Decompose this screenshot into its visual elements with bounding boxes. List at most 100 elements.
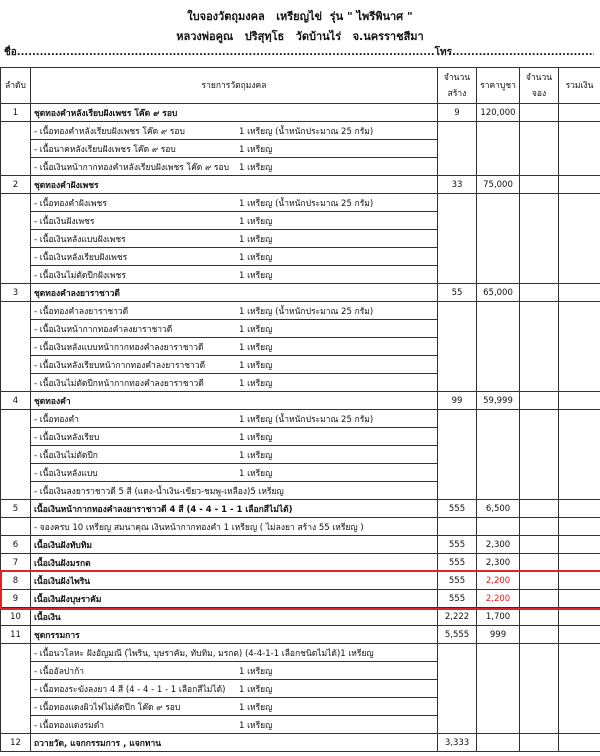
sub-item-amount: 1 เหรียญ <box>239 666 273 677</box>
sub-item: - เนื้อเงินหลังแบบ 1 เหรียญ <box>30 463 438 482</box>
sub-item-text: - เนื้อเงินหลังแบบหน้ากากทองคำลงยาราชาวด… <box>34 342 204 353</box>
item-name: เนื้อเงินฝังไพริน <box>30 571 438 590</box>
reserve-cell <box>519 643 559 734</box>
sub-item-amount: 1 เหรียญ <box>239 162 273 173</box>
sub-item-text: - เนื้ออัลปาก้า <box>34 666 84 677</box>
sub-item: - เนื้อทองคำ 1 เหรียญ (น้ำหนักประมาณ 25 ก… <box>30 409 438 428</box>
sub-item-text: - เนื้อเงินหน้ากากทองคำหลังเรียบฝังเพชร … <box>34 162 229 173</box>
row: 10 เนื้อเงิน 2,222 1,700 <box>0 607 600 626</box>
blank-cell <box>0 643 31 734</box>
sub-item-text: - เนื้อทองคำฝังเพชร <box>34 198 107 209</box>
header-row: ลำดับ รายการวัตถุมงคล จำนวนสร้าง ราคาบูชา จำ… <box>0 67 600 104</box>
reserve-cell <box>519 589 559 608</box>
column-header: จำนวนสร้าง <box>437 67 477 104</box>
quantity: 5,555 <box>437 625 477 644</box>
sub-item-text: - เนื้อเงินหน้ากากทองคำลงยาราชาวดี <box>34 324 173 335</box>
sub-item: - เนื้อเงินหลังแบบหน้ากากทองคำลงยาราชาวด… <box>30 337 438 356</box>
item-name: เนื้อเงินหน้ากากทองคำลงยาราชาวดี 4 สี (4… <box>30 499 438 518</box>
sub-item-text: - เนื้อนาคหลังเรียบฝังเพชร โค๊ด ๙ รอบ <box>34 144 176 155</box>
row-number: 4 <box>0 391 31 410</box>
sub-item: - เนื้อเงินไม่ตัดปีกฝังเพชร 1 เหรียญ <box>30 265 438 284</box>
sub-item-text: - เนื้อเงินลงยาราชาวดี 5 สี (แดง-น้ำเงิน… <box>34 486 251 497</box>
row-number: 12 <box>0 733 31 752</box>
total-cell <box>558 607 600 626</box>
sub-item: - เนื้อเงินลงยาราชาวดี 5 สี (แดง-น้ำเงิน… <box>30 481 438 500</box>
item-name: ชุดทองคำฝังเพชร <box>30 175 438 194</box>
sub-item-text: - เนื้อทองแดงผิวไฟไม่ตัดปีก โค๊ด ๙ รอบ <box>34 702 181 713</box>
sub-item: - จองครบ 10 เหรียญ สมนาคุณ เงินหน้ากากทอ… <box>30 517 438 536</box>
item-name: เนื้อเงิน <box>30 607 438 626</box>
column-header: รายการวัตถุมงคล <box>30 67 438 104</box>
blank-cell <box>437 193 477 284</box>
reserve-cell <box>519 175 559 194</box>
price: 999 <box>476 625 520 644</box>
sub-row: - เนื้อนวโลหะ ฝังอัญมณี (ไพริน, บุษราคัม… <box>0 643 600 734</box>
total-cell <box>558 103 600 122</box>
sub-item: - เนื้อทองแดงรมดำ 1 เหรียญ <box>30 715 438 734</box>
total-cell <box>558 589 600 608</box>
reserve-cell <box>519 607 559 626</box>
sub-item-amount: 5 เหรียญ <box>250 486 284 497</box>
price: 2,300 <box>476 535 520 554</box>
sub-item-amount: 1 เหรียญ <box>340 648 374 659</box>
row: 2 ชุดทองคำฝังเพชร 33 75,000 <box>0 175 600 194</box>
quantity: 555 <box>437 535 477 554</box>
sub-item: - เนื้อนาคหลังเรียบฝังเพชร โค๊ด ๙ รอบ 1 เ… <box>30 139 438 158</box>
sub-item-amount: 1 เหรียญ (น้ำหนักประมาณ 25 กรัม) <box>239 414 374 425</box>
sub-item: - เนื้อเงินฝังเพชร 1 เหรียญ <box>30 211 438 230</box>
row-number: 8 <box>0 571 31 590</box>
sub-item-amount: 1 เหรียญ <box>239 720 273 731</box>
quantity: 555 <box>437 589 477 608</box>
row: 11 ชุดกรรมการ 5,555 999 <box>0 625 600 644</box>
sub-item-text: - เนื้อเงินไม่ตัดปีกฝังเพชร <box>34 270 126 281</box>
sub-item: - เนื้อทองคำหลังเรียบฝังเพชร โค๊ด ๙ รอบ 1… <box>30 121 438 140</box>
sub-item: - เนื้อเงินหน้ากากทองคำหลังเรียบฝังเพชร … <box>30 157 438 176</box>
price: 2,200 <box>476 571 520 590</box>
reserve-cell <box>519 571 559 590</box>
item-name: ชุดกรรมการ <box>30 625 438 644</box>
sub-item-amount: 1 เหรียญ <box>239 342 273 353</box>
total-cell <box>558 409 600 500</box>
quantity: 555 <box>437 571 477 590</box>
sub-item-text: - เนื้อทองแดงรมดำ <box>34 720 105 731</box>
row-number: 1 <box>0 103 31 122</box>
price <box>476 733 520 752</box>
column-header: จำนวนจอง <box>519 67 559 104</box>
sub-item-amount: 1 เหรียญ <box>239 684 273 695</box>
row: 1 ชุดทองคำหลังเรียบฝังเพชร โค๊ด ๙ รอบ 9 120… <box>0 103 600 122</box>
blank-cell <box>437 121 477 176</box>
price: 65,000 <box>476 283 520 302</box>
quantity: 3,333 <box>437 733 477 752</box>
sub-item-text: - เนื้อทองคำ <box>34 414 79 425</box>
reserve-cell <box>519 625 559 644</box>
price: 6,500 <box>476 499 520 518</box>
sub-item: - เนื้อเงินหน้ากากทองคำลงยาราชาวดี 1 เหรี… <box>30 319 438 338</box>
sub-item-text: - เนื้อเงินหลังแบบฝังเพชร <box>34 234 126 245</box>
sub-item-text: - เนื้อทองระฆังลงยา 4 สี (4 - 4 - 1 - 1 … <box>34 684 226 695</box>
quantity: 99 <box>437 391 477 410</box>
reserve-cell <box>519 535 559 554</box>
sub-row: - เนื้อทองคำฝังเพชร 1 เหรียญ (น้ำหนักประม… <box>0 193 600 284</box>
item-name: ชุดทองคำ <box>30 391 438 410</box>
item-name: ถวายวัด, แจกกรรมการ , แจกทาน <box>30 733 438 752</box>
blank-cell <box>476 193 520 284</box>
total-cell <box>558 499 600 518</box>
reserve-cell <box>519 391 559 410</box>
subtitle: หลวงพ่อคูณ ปริสุทฺโธ วัดบ้านไร่ จ.นครราช… <box>176 30 424 43</box>
order-table: ลำดับ รายการวัตถุมงคล จำนวนสร้าง ราคาบูชา จำ… <box>0 67 600 752</box>
sub-item-amount: 1 เหรียญ <box>239 378 273 389</box>
sub-item: - เนื้อเงินหลังเรียบหน้ากากทองคำลงยาราชา… <box>30 355 438 374</box>
sub-item-amount: 1 เหรียญ <box>239 432 273 443</box>
sub-item-amount: 1 เหรียญ <box>239 234 273 245</box>
sub-item-amount: 1 เหรียญ <box>239 252 273 263</box>
column-header: ลำดับ <box>0 67 31 104</box>
sub-item-text: - จองครบ 10 เหรียญ สมนาคุณ เงินหน้ากากทอ… <box>34 522 364 533</box>
sub-item: - เนื้ออัลปาก้า 1 เหรียญ <box>30 661 438 680</box>
total-cell <box>558 733 600 752</box>
row: 9 เนื้อเงินฝังบุษราคัม 555 2,200 <box>0 589 600 608</box>
price: 59,999 <box>476 391 520 410</box>
reserve-cell <box>519 733 559 752</box>
quantity: 55 <box>437 283 477 302</box>
blank-cell <box>476 643 520 734</box>
sub-item: - เนื้อเงินไม่ตัดปีกหน้ากากทองคำลงยาราชา… <box>30 373 438 392</box>
